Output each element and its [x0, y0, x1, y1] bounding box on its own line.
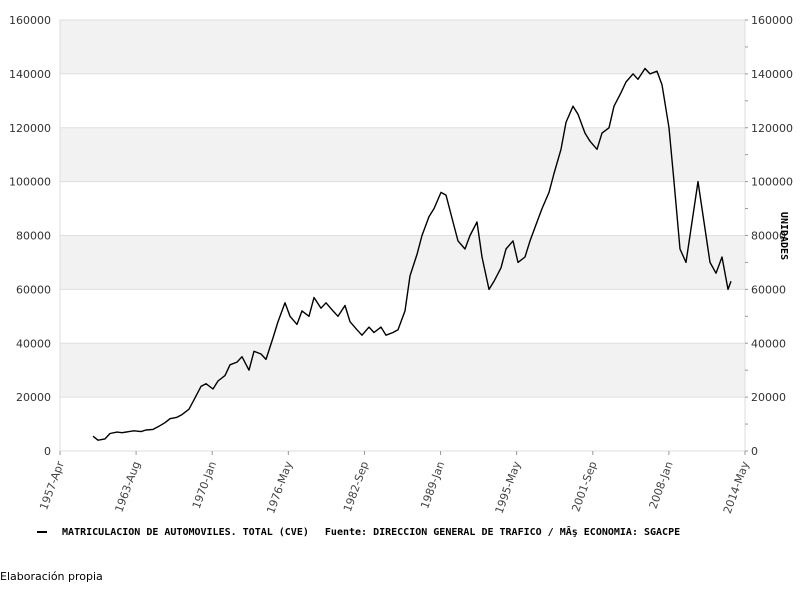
x-axis: 1957-Apr 1963-Aug 1970-Jan 1976-May 1982-Sep… [37, 451, 752, 515]
x-tick-label: 1995-May [493, 459, 524, 515]
y-tick-label-right: 120000 [751, 122, 793, 135]
x-tick-label: 1970-Jan [190, 460, 219, 511]
y-axis-right-label: UNIDADES [778, 212, 789, 260]
y-axis-right: 0 20000 40000 60000 80000 100000 120000 140000 1… [745, 14, 793, 458]
x-tick-label: 2008-Jan [647, 460, 676, 511]
y-tick-label-left: 80000 [16, 230, 51, 243]
legend-series-name: MATRICULACION DE AUTOMOVILES. TOTAL (CVE… [62, 527, 309, 538]
background-band [60, 235, 745, 290]
legend-source: Fuente: DIRECCION GENERAL DE TRAFICO / M… [324, 527, 681, 538]
y-tick-label-left: 40000 [16, 337, 51, 350]
y-tick-label-left: 100000 [9, 176, 51, 189]
y-tick-label-left: 60000 [16, 283, 51, 296]
x-tick-label: 1957-Apr [37, 459, 67, 512]
chart-series [92, 67, 732, 441]
y-tick-label-right: 20000 [751, 391, 786, 404]
legend: MATRICULACION DE AUTOMOVILES. TOTAL (CVE… [37, 527, 680, 538]
chart-background-bands [60, 20, 745, 398]
x-tick-label: 2014-May [721, 459, 752, 515]
y-tick-label-right: 160000 [751, 14, 793, 27]
x-tick-label: 2001-Sep [569, 460, 599, 514]
legend-swatch [37, 531, 47, 533]
y-tick-label-right: 100000 [751, 176, 793, 189]
background-band [60, 20, 745, 74]
series-line [92, 67, 732, 441]
y-tick-label-left: 160000 [9, 14, 51, 27]
background-band [60, 343, 745, 398]
y-tick-label-left: 140000 [9, 68, 51, 81]
x-tick-label: 1989-Jan [418, 460, 447, 511]
y-tick-label-left: 120000 [9, 122, 51, 135]
x-tick-label: 1982-Sep [341, 460, 371, 514]
y-tick-label-left: 20000 [16, 391, 51, 404]
y-tick-label-right: 60000 [751, 283, 786, 296]
footer-note: Elaboración propia [0, 570, 103, 583]
y-tick-label-left: 0 [44, 445, 51, 458]
y-tick-label-right: 0 [751, 445, 758, 458]
x-tick-label: 1976-May [264, 459, 295, 515]
x-tick-label: 1963-Aug [113, 460, 143, 514]
y-tick-label-right: 140000 [751, 68, 793, 81]
y-tick-label-right: 40000 [751, 337, 786, 350]
background-band [60, 127, 745, 182]
y-tick-label-right: 80000 [751, 230, 786, 243]
y-axis-left: 0 20000 40000 60000 80000 100000 120000 140000 1… [9, 14, 51, 458]
